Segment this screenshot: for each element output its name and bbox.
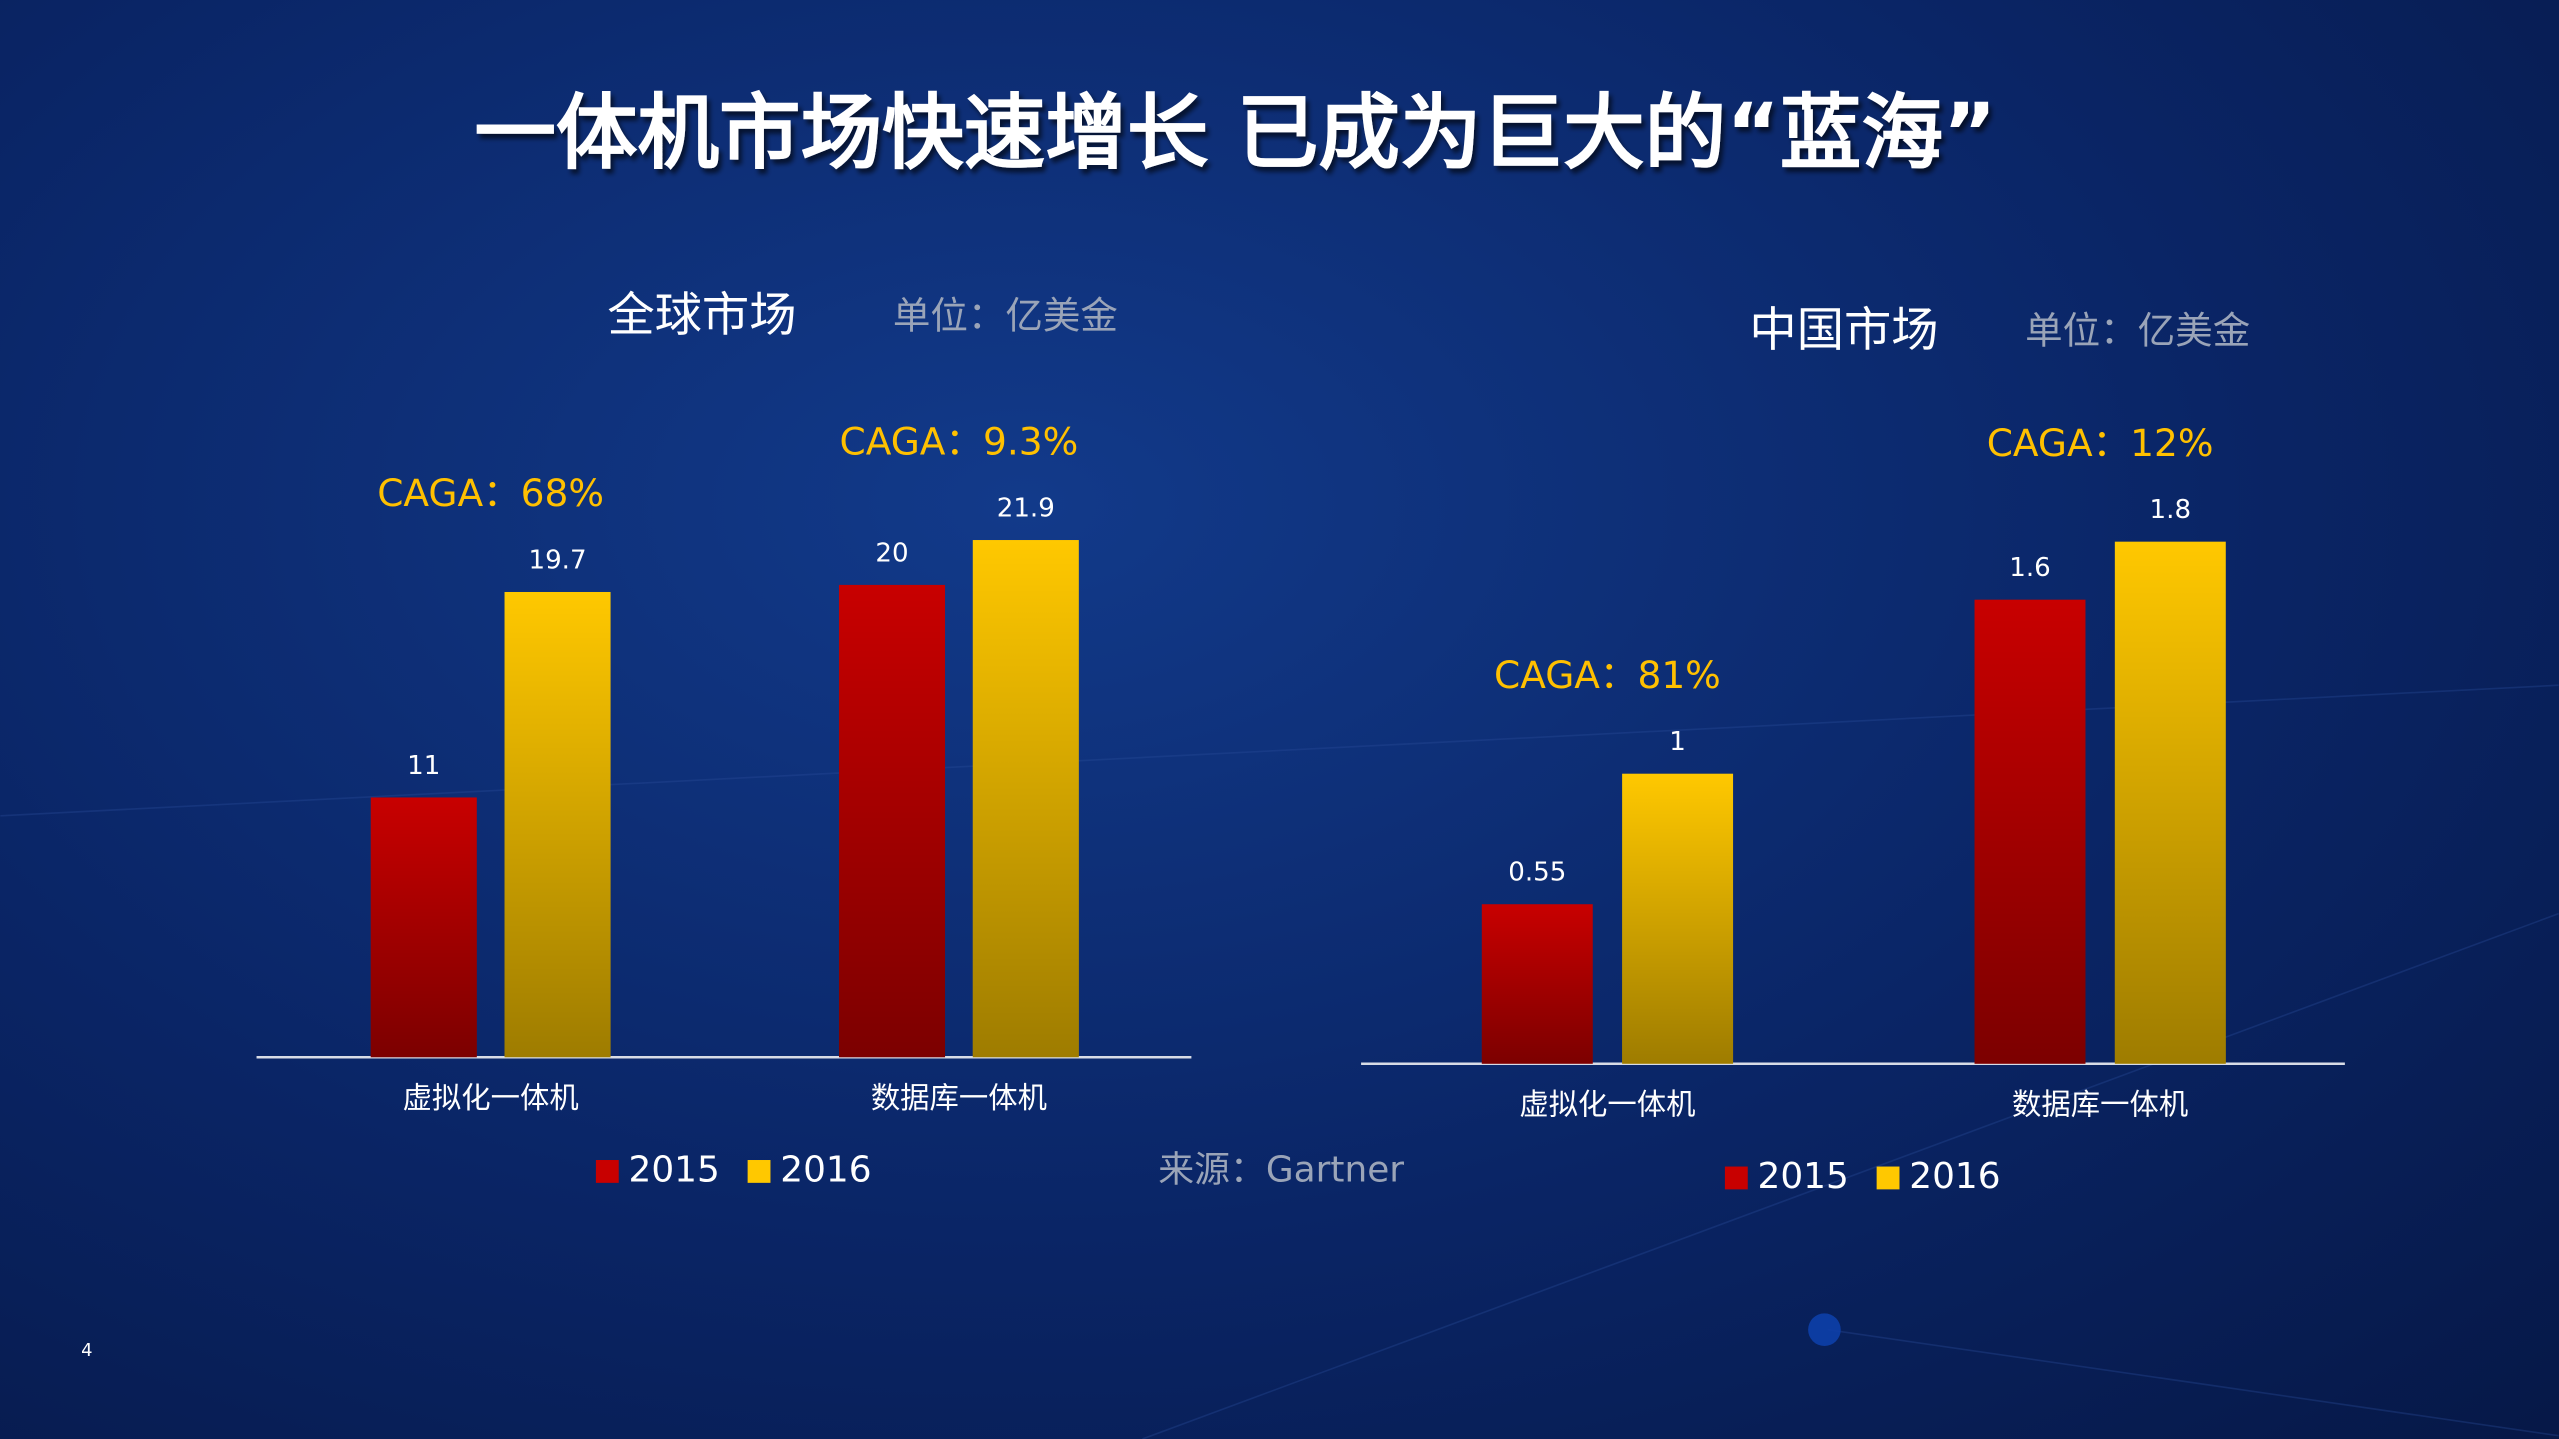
bar-shade	[1974, 599, 2086, 1064]
data-label: 1.8	[2150, 495, 2192, 525]
bar-shade	[1622, 773, 1734, 1064]
legend-label: 2015	[1758, 1156, 1849, 1197]
bar-shade	[370, 797, 477, 1058]
bar-shade	[2114, 541, 2226, 1064]
annotation: CAGA：81%	[1494, 653, 1721, 697]
bar-shade	[838, 584, 946, 1058]
unit-label: 单位：亿美金	[2025, 308, 2250, 352]
x-tick-label: 虚拟化一体机	[1519, 1088, 1695, 1122]
legend-swatch	[1724, 1166, 1748, 1190]
annotation: CAGA：12%	[1987, 421, 2214, 465]
legend-label: 2015	[629, 1149, 720, 1190]
x-tick-label: 虚拟化一体机	[403, 1081, 579, 1115]
page-number: 4	[81, 1340, 92, 1361]
data-label: 20	[875, 538, 908, 568]
data-label: 1	[1669, 727, 1686, 757]
bar-shade	[1481, 904, 1593, 1064]
data-label: 1.6	[2009, 553, 2051, 583]
x-tick-label: 数据库一体机	[871, 1081, 1047, 1115]
x-tick-label: 数据库一体机	[2012, 1088, 2188, 1122]
data-label: 11	[407, 751, 440, 781]
bar-shade	[972, 540, 1079, 1058]
chart-title: 中国市场	[1749, 303, 1938, 358]
legend-swatch	[1876, 1166, 1900, 1190]
slide-title: 一体机市场快速增长 已成为巨大的“蓝海”	[474, 86, 1996, 181]
data-label: 21.9	[997, 494, 1055, 524]
data-label: 0.55	[1508, 858, 1566, 888]
annotation: CAGA：68%	[377, 471, 604, 515]
annotation: CAGA：9.3%	[840, 419, 1079, 463]
unit-label: 单位：亿美金	[893, 294, 1118, 338]
legend-label: 2016	[780, 1149, 871, 1190]
source: 来源：Gartner	[1158, 1149, 1404, 1190]
legend-label: 2016	[1909, 1156, 2000, 1197]
legend-swatch	[595, 1160, 619, 1183]
bar-shade	[504, 591, 611, 1058]
data-label: 19.7	[528, 545, 586, 575]
chart-title: 全球市场	[607, 288, 796, 343]
legend-swatch	[747, 1160, 771, 1183]
